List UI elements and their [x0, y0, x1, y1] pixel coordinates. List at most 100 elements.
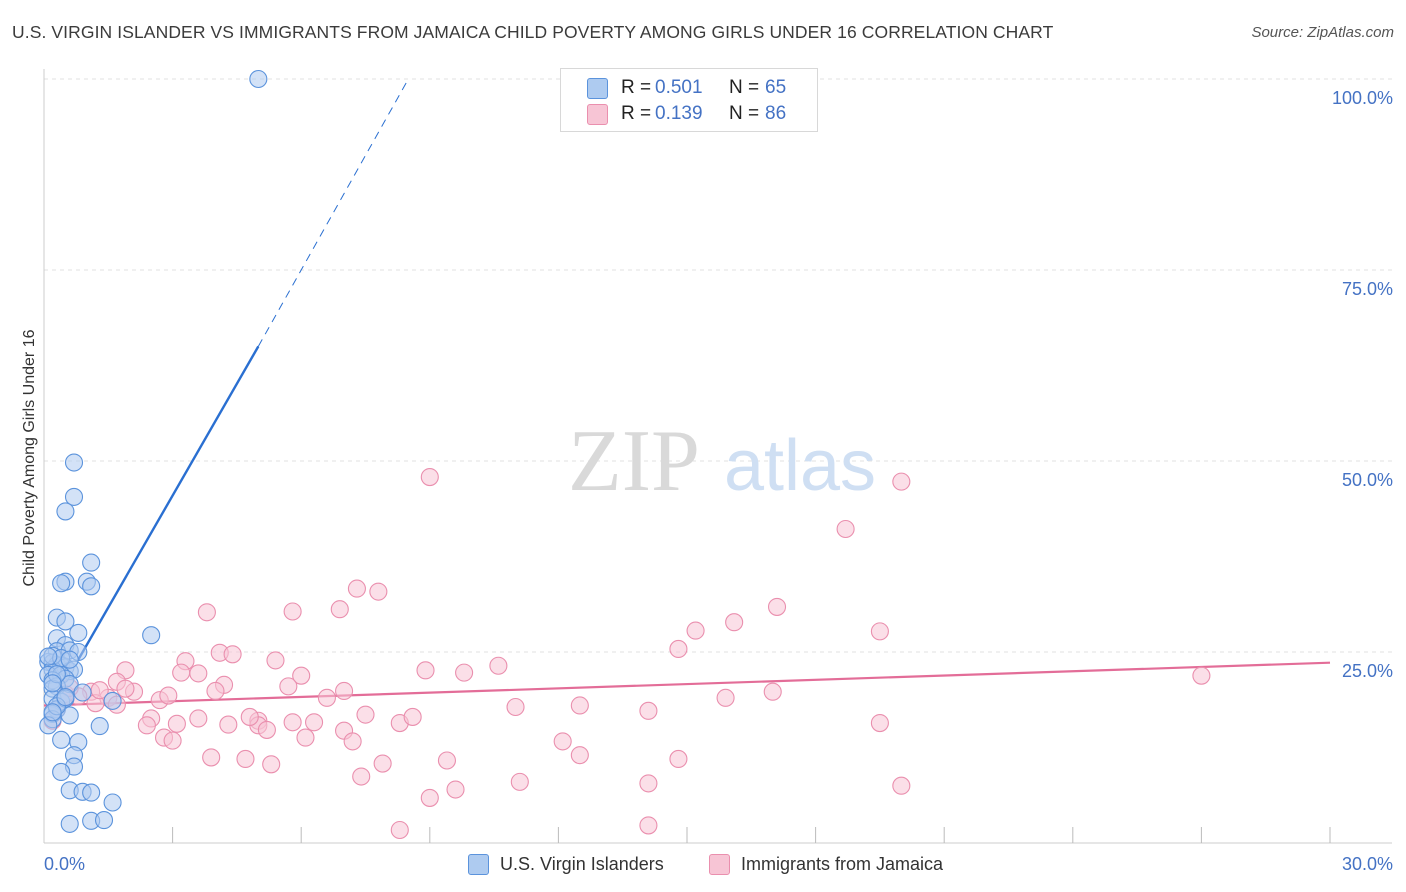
data-point-virgin-islanders: [52, 574, 71, 593]
data-point-jamaica: [506, 697, 525, 717]
data-point-jamaica: [335, 681, 354, 701]
y-tick-label: 50.0%: [1342, 470, 1393, 490]
data-point-jamaica: [236, 749, 255, 769]
legend-r-value: 0.501: [655, 77, 703, 98]
data-point-jamaica: [330, 600, 349, 619]
data-point-jamaica: [202, 748, 221, 767]
data-point-jamaica: [403, 707, 422, 726]
legend-r-label: R =: [621, 103, 652, 124]
data-point-jamaica: [892, 776, 911, 795]
data-point-virgin-islanders: [56, 688, 75, 707]
data-point-jamaica: [369, 582, 388, 601]
data-point-jamaica: [639, 816, 658, 835]
legend-swatch-blue: [587, 77, 608, 99]
legend-r-label: R =: [621, 77, 652, 98]
data-point-jamaica: [317, 688, 336, 707]
data-point-jamaica: [206, 681, 225, 701]
data-point-virgin-islanders: [52, 762, 71, 781]
data-point-jamaica: [283, 713, 302, 732]
data-point-jamaica: [189, 664, 208, 683]
data-point-virgin-islanders: [43, 703, 62, 722]
data-point-jamaica: [669, 749, 688, 769]
data-point-jamaica: [223, 645, 242, 664]
legend-n-value: 86: [765, 103, 787, 124]
data-point-virgin-islanders: [142, 626, 161, 645]
data-point-jamaica: [489, 656, 508, 675]
x-tick-label: 0.0%: [44, 854, 85, 874]
data-point-virgin-islanders: [103, 793, 122, 812]
data-point-jamaica: [669, 639, 688, 658]
data-point-jamaica: [892, 472, 911, 491]
data-point-jamaica: [296, 728, 315, 747]
data-point-virgin-islanders: [52, 730, 71, 749]
data-point-jamaica: [639, 701, 658, 720]
source-label: Source: ZipAtlas.com: [1251, 24, 1394, 41]
y-tick-label: 75.0%: [1342, 279, 1393, 299]
data-point-jamaica: [1192, 666, 1211, 685]
data-point-jamaica: [763, 682, 782, 701]
data-point-jamaica: [570, 746, 589, 765]
data-point-jamaica: [420, 467, 439, 487]
legend-item-jamaica: Immigrants from Jamaica: [709, 852, 943, 876]
data-point-virgin-islanders: [82, 553, 101, 572]
data-point-jamaica: [870, 714, 889, 733]
legend-swatch-blue: [468, 853, 489, 875]
data-point-jamaica: [279, 677, 298, 696]
data-point-jamaica: [686, 621, 705, 640]
trend-lines: [43, 78, 1331, 707]
tick-labels: 100.0% 75.0% 50.0% 25.0% 0.0% 30.0%: [44, 88, 1393, 874]
data-point-jamaica: [416, 661, 435, 680]
data-point-jamaica: [189, 709, 208, 728]
legend-n-label: N =: [729, 77, 760, 98]
data-point-virgin-islanders: [69, 623, 88, 642]
data-point-jamaica: [172, 663, 191, 682]
data-point-jamaica: [356, 705, 375, 724]
legend-label: U.S. Virgin Islanders: [500, 853, 664, 874]
legend-swatch-pink: [709, 853, 730, 875]
axes: [43, 69, 1392, 844]
data-point-jamaica: [373, 754, 392, 773]
data-point-jamaica: [343, 732, 362, 751]
data-point-virgin-islanders: [56, 612, 75, 631]
correlation-legend: R = 0.501 N = 65 R = 0.139 N = 86: [560, 68, 818, 132]
y-tick-label: 25.0%: [1342, 661, 1393, 681]
data-point-jamaica: [390, 820, 409, 840]
data-point-virgin-islanders: [56, 502, 75, 521]
data-point-virgin-islanders: [64, 453, 84, 472]
series-jamaica-points: [43, 467, 1211, 840]
trend-line-virgin-islanders-extension: [257, 78, 409, 347]
data-point-jamaica: [836, 519, 855, 539]
data-point-jamaica: [219, 715, 238, 734]
data-point-virgin-islanders: [82, 577, 101, 596]
legend-item-virgin-islanders: U.S. Virgin Islanders: [468, 852, 664, 876]
legend-label: Immigrants from Jamaica: [741, 853, 944, 874]
data-point-virgin-islanders: [60, 814, 79, 833]
data-point-jamaica: [352, 767, 371, 786]
data-point-jamaica: [163, 731, 182, 750]
data-point-jamaica: [716, 688, 735, 707]
data-point-jamaica: [570, 696, 589, 715]
data-point-jamaica: [266, 651, 285, 670]
data-point-virgin-islanders: [60, 706, 79, 725]
data-point-jamaica: [767, 597, 787, 616]
data-point-jamaica: [870, 622, 889, 641]
data-point-virgin-islanders: [64, 487, 84, 506]
data-point-virgin-islanders: [60, 650, 79, 669]
data-point-jamaica: [257, 720, 276, 739]
data-point-jamaica: [446, 780, 465, 799]
data-point-jamaica: [420, 788, 439, 807]
data-point-jamaica: [262, 755, 281, 774]
data-point-jamaica: [639, 774, 658, 793]
data-point-virgin-islanders: [249, 69, 268, 89]
data-point-jamaica: [283, 602, 302, 621]
y-axis-label: Child Poverty Among Girls Under 16: [21, 329, 38, 587]
legend-n-label: N =: [729, 103, 760, 124]
watermark-zip: ZIP: [568, 413, 700, 510]
legend-swatch-pink: [587, 103, 608, 125]
x-tick-label: 30.0%: [1342, 854, 1393, 874]
data-point-jamaica: [159, 686, 178, 705]
data-point-virgin-islanders: [82, 783, 101, 802]
data-point-jamaica: [455, 663, 474, 682]
data-point-jamaica: [292, 666, 311, 685]
data-point-virgin-islanders: [39, 647, 58, 666]
